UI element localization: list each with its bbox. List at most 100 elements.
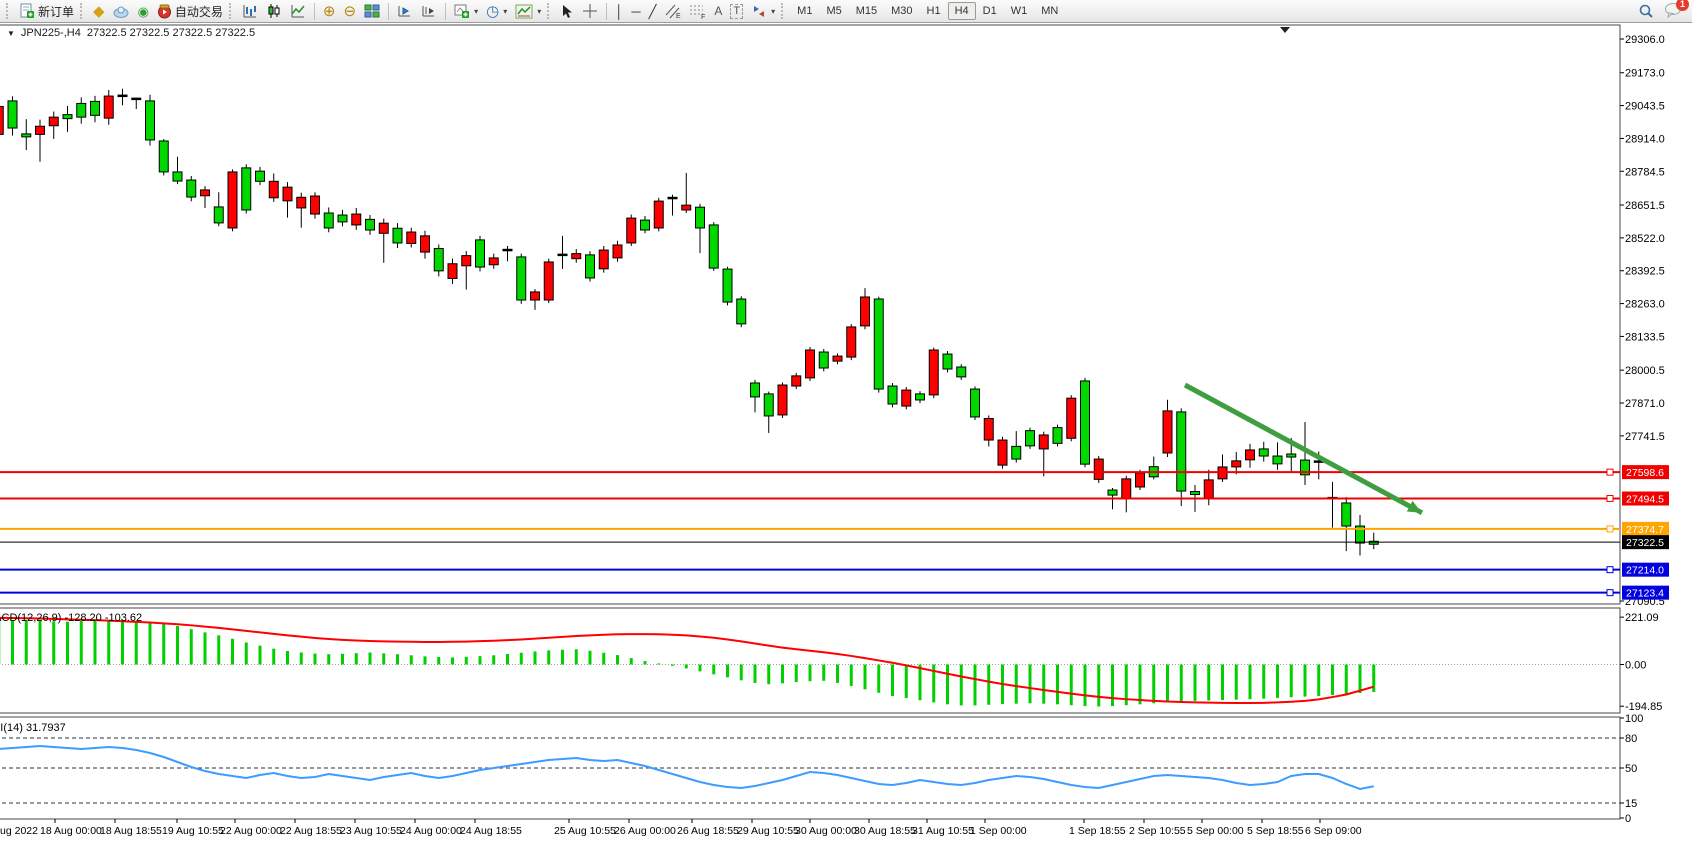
rsi-pane [0,717,1624,819]
zoom-out-button[interactable]: ⊖ [340,4,361,19]
chart-svg[interactable]: 29306.0 29173.0 29043.5 28914.0 28784.5 28651… [0,23,1692,844]
broadcast-icon: ◉ [137,3,149,19]
svg-text:28133.5: 28133.5 [1625,331,1665,343]
new-chart-button[interactable]: ▾ [450,2,482,20]
equidistant-channel-icon: E [664,3,681,19]
toolbar-separator [445,2,447,20]
svg-text:28000.5: 28000.5 [1625,365,1665,377]
svg-text:1 Sep 00:00: 1 Sep 00:00 [970,825,1027,837]
cursor-button[interactable] [556,3,578,20]
search-button[interactable] [1634,2,1658,20]
toolbar-separator [606,2,608,20]
svg-text:221.09: 221.09 [1625,612,1659,624]
svg-text:29173.0: 29173.0 [1625,68,1665,80]
vertical-line-icon: │ [615,3,624,19]
equidistant-channel-button[interactable]: E [660,2,685,20]
zoom-in-button[interactable]: ⊕ [319,4,340,19]
toolbar-grip [547,3,552,19]
toolbar-grip [228,3,234,19]
toolbar-separator [388,2,390,20]
vertical-line-button[interactable]: │ [611,4,627,19]
svg-text:24 Aug 00:00: 24 Aug 00:00 [400,825,462,837]
line-chart-button[interactable] [286,2,310,20]
chevron-down-icon: ▾ [537,6,542,16]
candlestick-chart-button[interactable] [262,2,286,20]
timeframe-mn[interactable]: MN [1041,5,1059,17]
timeframe-w1[interactable]: W1 [1010,5,1028,17]
trendline-button[interactable]: ╱ [645,4,661,19]
svg-text:2 Sep 10:55: 2 Sep 10:55 [1129,825,1186,837]
svg-text:80: 80 [1625,733,1637,745]
fibonacci-icon: F [689,3,706,19]
gold-box-icon: ◆ [93,2,105,20]
metaquotes-button[interactable]: ◆ [89,4,109,19]
toolbar-right-group: 1 [1634,0,1689,21]
auto-scroll-icon [397,3,413,19]
timeframe-h4[interactable]: H4 [947,2,976,20]
new-order-button[interactable]: 新订单 [15,2,78,21]
line-chart-icon [290,3,306,19]
chart-symbol-label: JPN225-,H4 [20,27,81,39]
text-icon: A [714,3,723,18]
signals-button[interactable]: ◉ [134,4,153,19]
time-axis [54,819,1321,823]
text-label-button[interactable]: T [726,3,747,20]
new-chart-icon [454,3,470,19]
new-order-icon [19,3,35,19]
bar-chart-button[interactable] [238,2,262,20]
fibonacci-button[interactable]: F [685,2,710,20]
timeframe-h1[interactable]: H1 [926,5,941,17]
chart-quotes-label: 27322.5 27322.5 27322.5 27322.5 [86,27,256,39]
tile-windows-button[interactable] [360,2,384,20]
autotrading-button[interactable]: 自动交易 [153,2,227,21]
svg-text:27123.4: 27123.4 [1626,588,1664,600]
horizontal-line-button[interactable]: ─ [627,4,644,19]
crosshair-button[interactable] [578,2,602,20]
svg-text:5 Sep 00:00: 5 Sep 00:00 [1187,825,1244,837]
clock-icon: ◷ [486,2,500,20]
svg-text:30 Aug 00:00: 30 Aug 00:00 [795,825,857,837]
svg-text:30 Aug 18:55: 30 Aug 18:55 [854,825,916,837]
arrows-icon [751,4,767,19]
search-icon [1638,3,1654,19]
arrows-button[interactable]: ▾ [747,3,779,20]
chevron-down-icon: ▾ [503,6,508,16]
candles [0,88,1379,556]
svg-text:19 Aug 10:55: 19 Aug 10:55 [162,825,224,837]
trendline-icon: ╱ [648,3,657,19]
text-button[interactable]: A [710,4,726,19]
timeframe-m5[interactable]: M5 [826,5,842,17]
svg-text:26 Aug 18:55: 26 Aug 18:55 [677,825,739,837]
toolbar-separator [313,2,315,20]
svg-text:29 Aug 10:55: 29 Aug 10:55 [737,825,799,837]
timeframe-d1[interactable]: D1 [982,5,997,17]
horizontal-line-icon: ─ [631,3,641,19]
indicators-button[interactable]: ▾ [511,3,545,20]
chart-legend: ▼ JPN225-,H4 27322.5 27322.5 27322.5 273… [7,27,255,39]
community-button[interactable] [109,3,134,20]
svg-text:1 Sep 18:55: 1 Sep 18:55 [1069,825,1126,837]
timeframe-m30[interactable]: M30 [891,5,913,17]
chat-button[interactable]: 1 [1664,0,1689,21]
price-axis [1620,38,1624,602]
zoom-in-icon: ⊕ [322,2,336,20]
timeframe-m1[interactable]: M1 [797,5,813,17]
autotrading-label: 自动交易 [174,4,223,19]
chart-shift-button[interactable] [417,2,441,20]
svg-text:RSI(14) 31.7937: RSI(14) 31.7937 [0,722,66,734]
svg-text:28651.5: 28651.5 [1625,200,1665,212]
svg-text:17 Aug 2022: 17 Aug 2022 [0,825,38,837]
bar-chart-icon [242,3,258,19]
zoom-out-icon: ⊖ [343,2,357,20]
auto-scroll-button[interactable] [393,2,417,20]
timeframe-toolbar: M1 M5 M15 M30 H1 H4 D1 W1 MN [790,2,1065,20]
toolbar-grip [6,3,11,19]
chart-shift-icon [421,3,437,19]
timeframe-m15[interactable]: M15 [855,5,878,17]
periods-button[interactable]: ◷ ▾ [482,4,511,19]
svg-text:27322.5: 27322.5 [1626,537,1664,549]
one-click-trading-icon[interactable]: ▼ [7,28,15,38]
svg-text:22 Aug 18:55: 22 Aug 18:55 [280,825,342,837]
tile-windows-icon [364,3,380,19]
svg-text:28914.0: 28914.0 [1625,133,1665,145]
